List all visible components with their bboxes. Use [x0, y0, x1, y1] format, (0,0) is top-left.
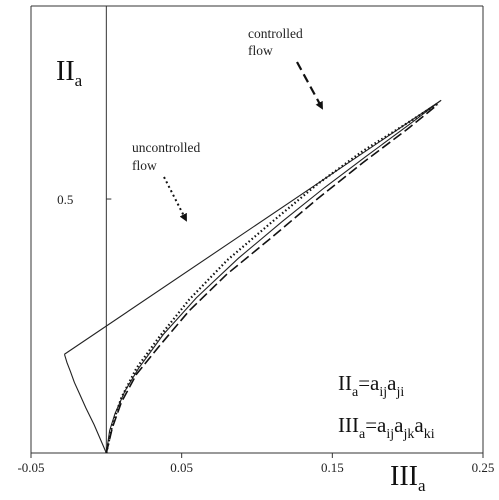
annotation-controlled-line-2: flow [248, 43, 273, 58]
formula-iiia: IIIa=aijajkaki [338, 413, 435, 442]
x-tick-label-0: -0.05 [17, 460, 44, 475]
boundary-upper-line [64, 99, 442, 355]
series-layer [105, 102, 439, 454]
series-dashed-line [105, 103, 439, 454]
formula-iia-term-2-sub: ji [396, 385, 405, 400]
annotation-uncontrolled-line-2: flow [132, 158, 157, 173]
x-tick-label-3: 0.25 [472, 460, 495, 475]
annotation-uncontrolled-line-1: uncontrolled [132, 140, 200, 155]
formula-iiia-sub: a [359, 427, 366, 442]
x-tick-label-1: 0.05 [170, 460, 193, 475]
uncontrolled-flow-arrow [163, 176, 187, 222]
formula-iiia-term-1-sub: ij [386, 427, 394, 442]
formula-iiia-term-1: =a [365, 413, 387, 437]
series-dotted-line [105, 102, 439, 454]
controlled-flow-arrow [296, 61, 323, 110]
y-axis-label-main: II [56, 56, 75, 87]
x-ticks: -0.05 0.05 0.15 0.25 [17, 453, 494, 475]
formula-iia: IIa=aijaji [338, 371, 404, 400]
x-tick-label-2: 0.15 [321, 460, 344, 475]
formula-iiia-term-2-sub: jk [402, 427, 414, 442]
formula-iia-term-1: =a [358, 371, 380, 395]
y-axis-label-sub: a [75, 71, 83, 90]
y-axis-label: IIa [56, 56, 83, 90]
y-tick-label-0: 0.5 [57, 192, 73, 207]
boundary-left-branch [63, 354, 107, 454]
x-axis-label: IIIa [390, 461, 426, 495]
anisotropy-boundary [63, 99, 442, 454]
annotation-controlled-line-1: controlled [248, 26, 303, 41]
formula-iia-term-2: a [387, 371, 397, 395]
formula-iia-main: II [338, 371, 352, 395]
y-ticks: 0.5 [57, 192, 112, 207]
formula-iia-term-1-sub: ij [379, 385, 387, 400]
x-axis-label-sub: a [418, 476, 426, 495]
x-axis-label-main: III [390, 461, 418, 492]
formula-iiia-term-2: a [394, 413, 404, 437]
formula-iiia-term-3: a [414, 413, 424, 437]
formula-iia-sub: a [352, 385, 359, 400]
formula-iiia-main: III [338, 413, 359, 437]
formula-iiia-term-3-sub: ki [424, 427, 435, 442]
